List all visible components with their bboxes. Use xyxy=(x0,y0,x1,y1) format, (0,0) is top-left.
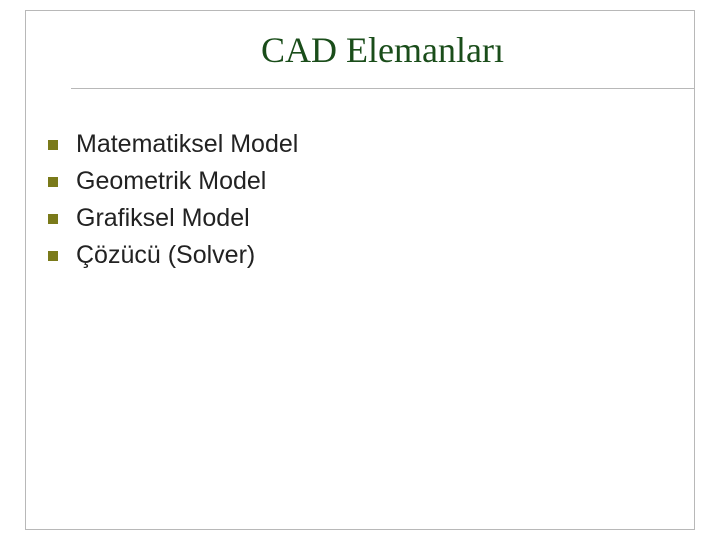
square-bullet-icon xyxy=(48,177,58,187)
title-container: CAD Elemanları xyxy=(71,11,694,89)
square-bullet-icon xyxy=(48,214,58,224)
list-item: Geometrik Model xyxy=(48,167,298,196)
list-item: Çözücü (Solver) xyxy=(48,241,298,270)
list-item: Grafiksel Model xyxy=(48,204,298,233)
bullet-text: Matematiksel Model xyxy=(76,130,298,159)
slide-title: CAD Elemanları xyxy=(261,29,504,71)
square-bullet-icon xyxy=(48,251,58,261)
list-item: Matematiksel Model xyxy=(48,130,298,159)
bullet-text: Çözücü (Solver) xyxy=(76,241,255,270)
bullet-text: Geometrik Model xyxy=(76,167,266,196)
square-bullet-icon xyxy=(48,140,58,150)
bullet-text: Grafiksel Model xyxy=(76,204,250,233)
bullet-list: Matematiksel Model Geometrik Model Grafi… xyxy=(48,130,298,278)
